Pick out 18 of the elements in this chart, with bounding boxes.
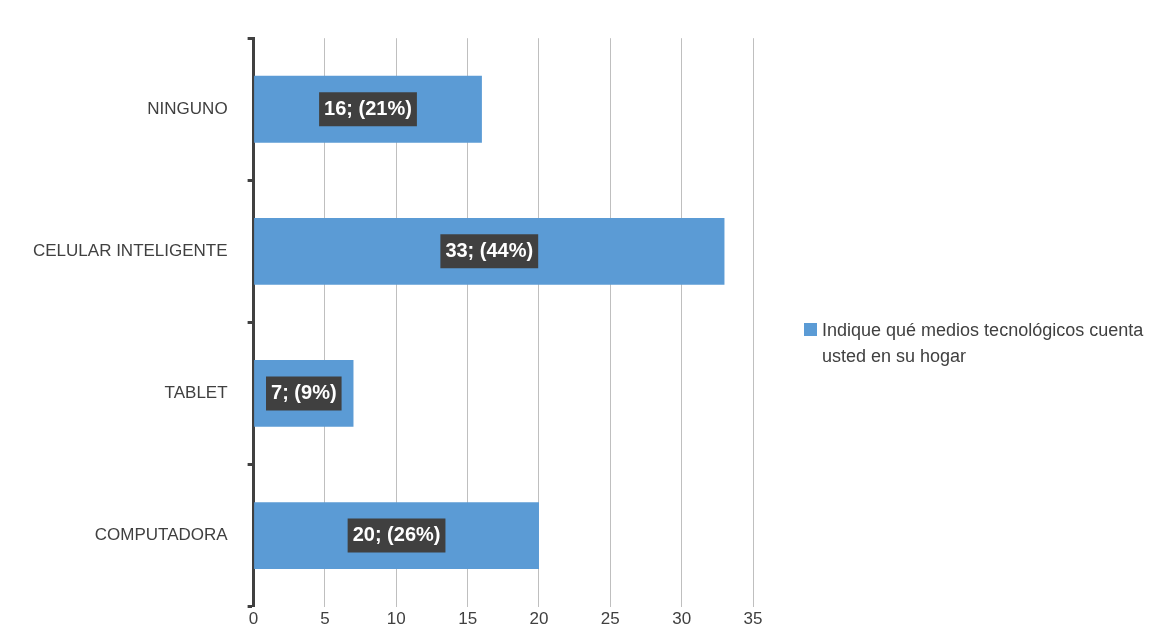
x-tick-label: 25 [600,609,620,629]
data-label: 16; (21%) [324,96,412,119]
x-tick-label: 35 [743,609,763,629]
x-tick-label: 5 [320,609,330,629]
y-tick-label: CELULAR INTELIGENTE [32,241,228,261]
x-tick-label: 20 [529,609,549,629]
y-tick-label: COMPUTADORA [94,525,229,545]
y-tick-label: TABLET [164,383,228,403]
y-tick-label: NINGUNO [147,98,228,118]
bar [254,217,725,285]
data-label: 33; (44%) [445,238,534,261]
data-label: 7; (9%) [271,380,337,403]
x-tick-label: 0 [248,609,259,629]
x-tick-label: 15 [458,609,478,629]
x-tick-label: 30 [672,609,692,629]
x-tick-label: 10 [386,609,406,629]
data-label: 20; (26%) [352,523,441,546]
legend-label: Indique qué medios tecnológicos cuenta usted en su hogar [822,319,1144,368]
